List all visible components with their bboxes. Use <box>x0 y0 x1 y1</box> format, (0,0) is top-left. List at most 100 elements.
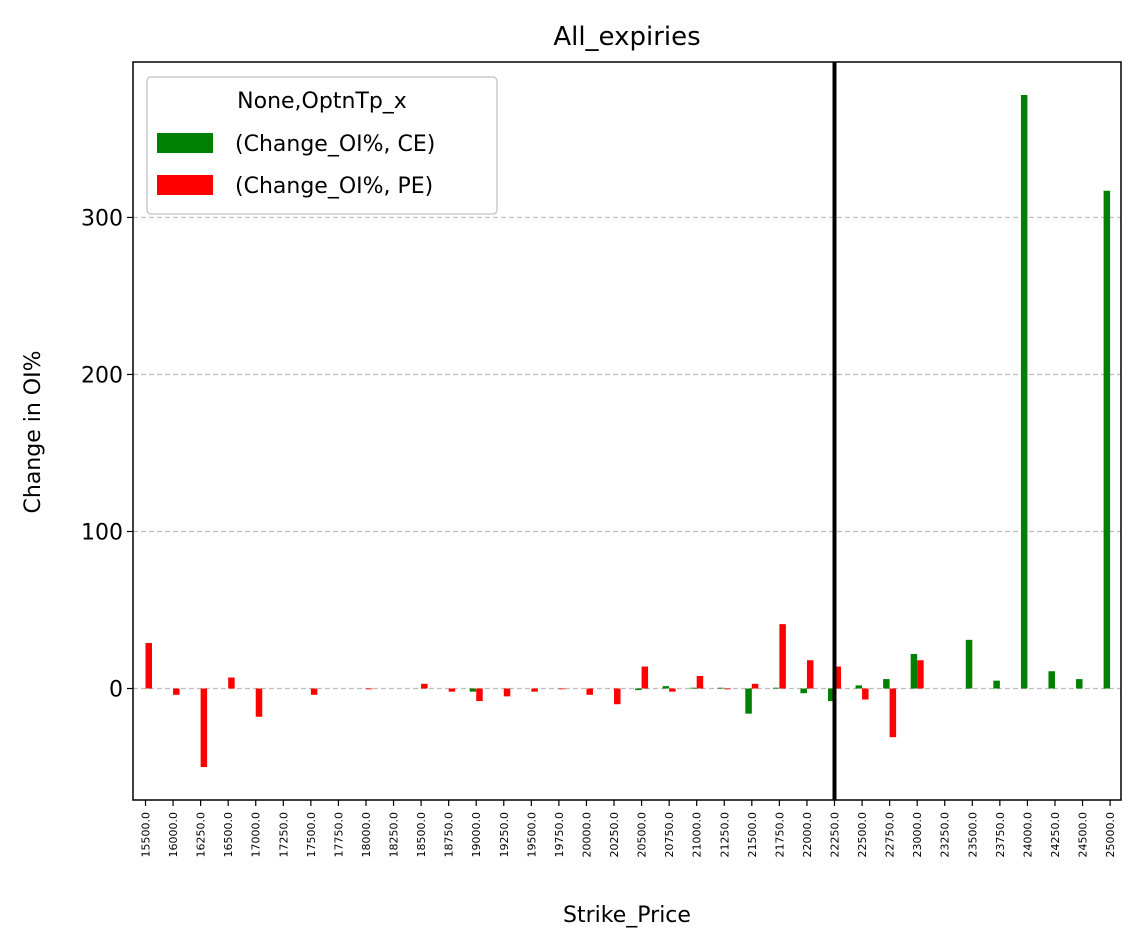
x-tick-label-16250.0: 16250.0 <box>195 812 208 858</box>
bar-ce-21000.0 <box>690 687 697 689</box>
bar-pe-15500.0 <box>145 642 152 689</box>
bar-pe-16250.0 <box>200 688 208 768</box>
bar-pe-16500.0 <box>228 677 235 689</box>
x-tick-label-22000.0: 22000.0 <box>801 812 814 858</box>
x-tick-label-22500.0: 22500.0 <box>856 812 869 858</box>
x-tick-label-18250.0: 18250.0 <box>388 812 401 858</box>
y-tick-label-0: 0 <box>109 678 123 703</box>
x-tick-label-17500.0: 17500.0 <box>305 812 318 858</box>
bar-ce-20500.0 <box>635 688 642 691</box>
x-tick-label-17000.0: 17000.0 <box>250 812 263 858</box>
bar-ce-20750.0 <box>662 686 670 689</box>
bar-pe-18500.0 <box>421 683 428 689</box>
bar-pe-23000.0 <box>917 660 924 689</box>
bar-ce-23500.0 <box>965 639 973 689</box>
x-tick-label-20250.0: 20250.0 <box>608 812 621 858</box>
bars <box>145 94 1111 768</box>
bar-pe-21500.0 <box>751 683 759 689</box>
bar-ce-21750.0 <box>772 687 780 689</box>
x-tick-label-23500.0: 23500.0 <box>966 812 979 858</box>
x-tick-label-21750.0: 21750.0 <box>773 812 786 858</box>
bar-pe-18750.0 <box>448 688 456 692</box>
plot-area-frame <box>132 61 1122 801</box>
y-tick-label-300: 300 <box>81 206 123 231</box>
bar-ce-23750.0 <box>993 680 1000 689</box>
x-tick-label-24000.0: 24000.0 <box>1021 812 1034 858</box>
x-axis-label: Strike_Price <box>563 903 691 928</box>
y-axis-label: Change in OI% <box>21 351 46 514</box>
legend-swatch-ce <box>157 133 213 153</box>
x-tick-label-16000.0: 16000.0 <box>167 812 180 858</box>
x-tick-label-19250.0: 19250.0 <box>498 812 511 858</box>
bar-pe-21250.0 <box>724 688 731 690</box>
bar-pe-20500.0 <box>641 666 649 689</box>
bar-pe-19750.0 <box>558 688 566 690</box>
bar-ce-24500.0 <box>1076 679 1083 689</box>
x-axis: 15500.0 16000.0 16250.0 16500.0 17000.0 17250… <box>140 800 1117 858</box>
bar-ce-25000.0 <box>1103 190 1111 689</box>
bar-pe-17000.0 <box>255 688 263 717</box>
bar-pe-19500.0 <box>531 688 538 692</box>
legend-label-ce: (Change_OI%, CE) <box>235 132 435 157</box>
x-tick-label-19750.0: 19750.0 <box>553 812 566 858</box>
y-tick-label-100: 100 <box>81 520 123 545</box>
bar-ce-23000.0 <box>910 653 918 689</box>
x-tick-label-22750.0: 22750.0 <box>884 812 897 858</box>
x-tick-label-19000.0: 19000.0 <box>470 812 483 858</box>
legend-label-pe: (Change_OI%, PE) <box>235 174 433 199</box>
x-tick-label-19500.0: 19500.0 <box>525 812 538 858</box>
x-tick-label-16500.0: 16500.0 <box>222 812 235 858</box>
chart-title: All_expiries <box>553 22 700 52</box>
bar-pe-22750.0 <box>889 688 897 738</box>
x-tick-label-15500.0: 15500.0 <box>140 812 153 858</box>
bar-pe-21000.0 <box>696 675 704 689</box>
y-tick-label-200: 200 <box>81 363 123 388</box>
bar-ce-21250.0 <box>717 687 725 689</box>
bar-pe-20750.0 <box>669 688 676 692</box>
x-tick-label-21000.0: 21000.0 <box>691 812 704 858</box>
bar-ce-22000.0 <box>800 688 807 694</box>
bar-pe-20250.0 <box>614 688 621 705</box>
grid-lines <box>133 216 1121 690</box>
x-tick-label-18500.0: 18500.0 <box>415 812 428 858</box>
x-tick-label-23000.0: 23000.0 <box>911 812 924 858</box>
bar-ce-24250.0 <box>1048 671 1055 689</box>
bar-ce-24000.0 <box>1020 94 1028 689</box>
x-tick-label-21250.0: 21250.0 <box>718 812 731 858</box>
bar-pe-19000.0 <box>476 688 483 702</box>
x-tick-label-21500.0: 21500.0 <box>746 812 759 858</box>
x-tick-label-25000.0: 25000.0 <box>1104 812 1117 858</box>
x-tick-label-17250.0: 17250.0 <box>277 812 290 858</box>
x-tick-label-24500.0: 24500.0 <box>1077 812 1090 858</box>
legend: None,OptnTp_x (Change_OI%, CE) (Change_O… <box>146 76 498 215</box>
legend-title: None,OptnTp_x <box>237 89 407 114</box>
x-tick-label-23250.0: 23250.0 <box>939 812 952 858</box>
bar-ce-22500.0 <box>855 685 863 689</box>
x-tick-label-24250.0: 24250.0 <box>1049 812 1062 858</box>
bar-pe-20000.0 <box>586 688 593 695</box>
bar-pe-21750.0 <box>779 624 786 689</box>
bar-pe-19250.0 <box>503 688 511 697</box>
legend-swatch-pe <box>157 175 213 195</box>
bar-pe-22000.0 <box>806 660 814 689</box>
x-tick-label-18000.0: 18000.0 <box>360 812 373 858</box>
bar-pe-22250.0 <box>834 666 841 689</box>
bar-ce-21500.0 <box>745 688 752 714</box>
legend-box <box>146 76 498 215</box>
bar-pe-17500.0 <box>310 688 318 695</box>
bar-pe-18000.0 <box>365 688 373 690</box>
x-tick-label-20000.0: 20000.0 <box>580 812 593 858</box>
x-tick-label-23750.0: 23750.0 <box>994 812 1007 858</box>
x-tick-label-20500.0: 20500.0 <box>636 812 649 858</box>
x-tick-label-20750.0: 20750.0 <box>663 812 676 858</box>
bar-pe-16000.0 <box>173 688 180 695</box>
bar-ce-22250.0 <box>828 688 835 702</box>
x-tick-label-22250.0: 22250.0 <box>829 812 842 858</box>
bar-ce-19000.0 <box>469 688 477 692</box>
y-axis: 0 100 200 300 <box>81 206 133 703</box>
x-tick-label-18750.0: 18750.0 <box>443 812 456 858</box>
bar-ce-22750.0 <box>883 679 890 689</box>
bar-pe-22500.0 <box>862 688 869 700</box>
x-tick-label-17750.0: 17750.0 <box>332 812 345 858</box>
